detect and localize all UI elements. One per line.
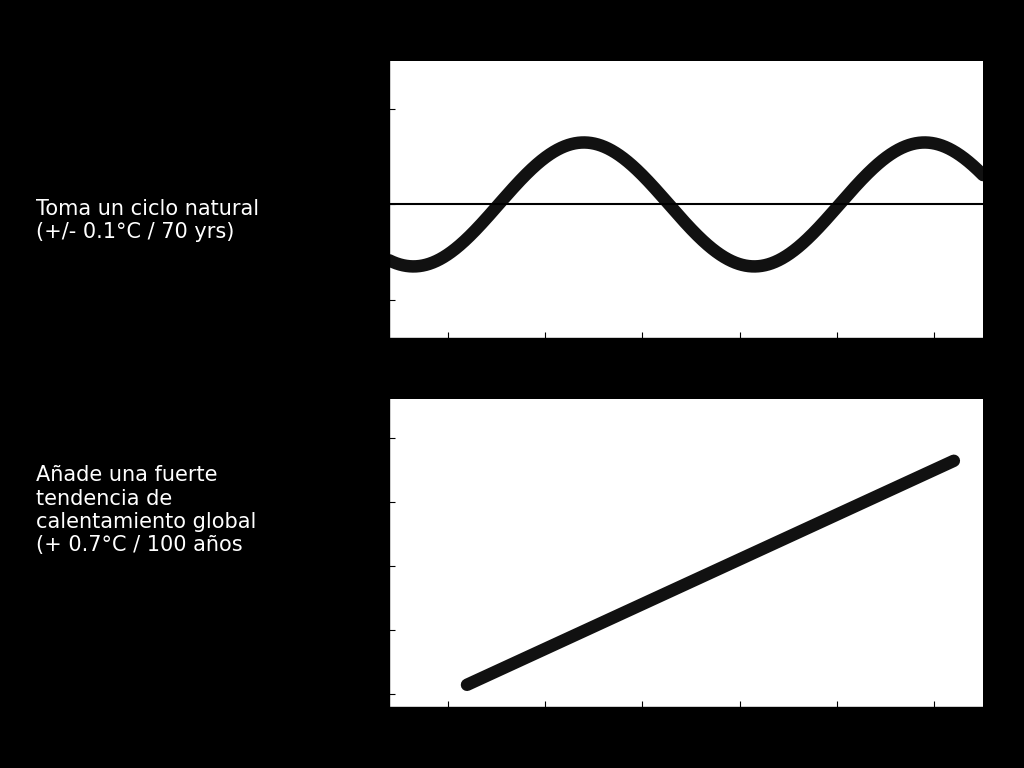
Text: Toma un ciclo natural
(+/- 0.1°C / 70 yrs): Toma un ciclo natural (+/- 0.1°C / 70 yr… [36, 199, 259, 243]
Text: Añade una fuerte
tendencia de
calentamiento global
(+ 0.7°C / 100 años: Añade una fuerte tendencia de calentamie… [36, 465, 256, 555]
